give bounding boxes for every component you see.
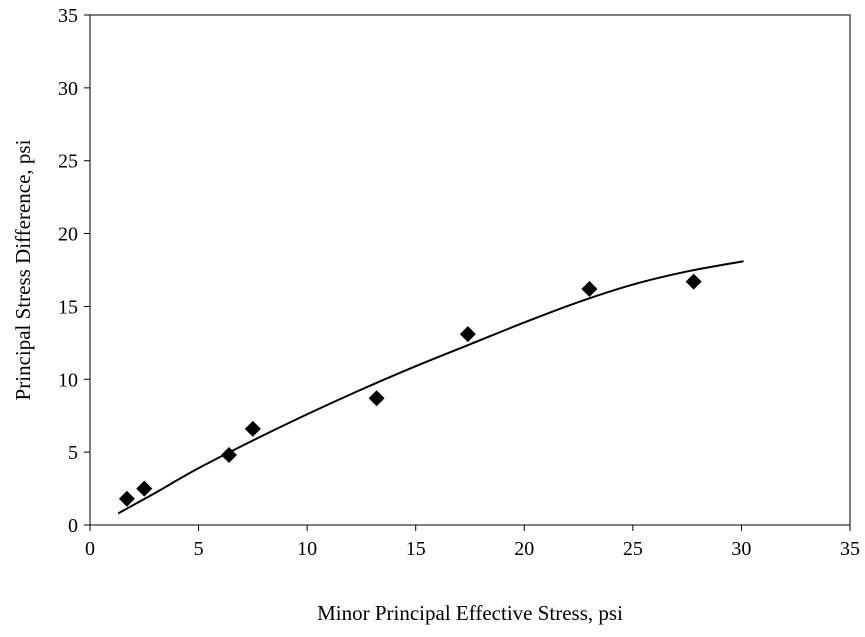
data-point-diamond bbox=[118, 490, 135, 507]
trend-curve bbox=[117, 260, 744, 515]
axis-tick-labels: 0 5 10 15 20 25 30 35 0 5 10 15 20 25 30 35 bbox=[58, 5, 860, 560]
y-tick-label: 35 bbox=[58, 5, 78, 27]
data-point-diamond bbox=[244, 420, 261, 437]
data-point-diamond bbox=[685, 273, 702, 290]
data-point-diamond bbox=[220, 447, 237, 464]
y-axis-title: Principal Stress Difference, psi bbox=[11, 139, 35, 400]
data-point-diamond bbox=[136, 480, 153, 497]
x-tick-label: 0 bbox=[85, 538, 95, 560]
x-tick-label: 25 bbox=[623, 538, 643, 560]
data-point-diamond bbox=[368, 390, 385, 407]
y-tick-label: 30 bbox=[58, 78, 78, 100]
y-tick-label: 0 bbox=[68, 515, 78, 537]
x-axis-title: Minor Principal Effective Stress, psi bbox=[317, 601, 623, 625]
x-tick-label: 35 bbox=[840, 538, 860, 560]
y-tick-label: 5 bbox=[68, 442, 78, 464]
y-tick-label: 10 bbox=[58, 369, 78, 391]
plot-area bbox=[89, 14, 851, 526]
x-tick-label: 10 bbox=[297, 538, 317, 560]
x-tick-label: 15 bbox=[406, 538, 426, 560]
axis-ticks bbox=[84, 14, 851, 531]
x-tick-label: 30 bbox=[731, 538, 751, 560]
y-tick-label: 15 bbox=[58, 296, 78, 318]
data-point-diamond bbox=[581, 280, 598, 297]
x-tick-label: 20 bbox=[514, 538, 534, 560]
y-tick-label: 20 bbox=[58, 224, 78, 246]
y-tick-label: 25 bbox=[58, 151, 78, 173]
data-markers bbox=[118, 273, 702, 507]
x-tick-label: 5 bbox=[194, 538, 204, 560]
data-point-diamond bbox=[459, 326, 476, 343]
